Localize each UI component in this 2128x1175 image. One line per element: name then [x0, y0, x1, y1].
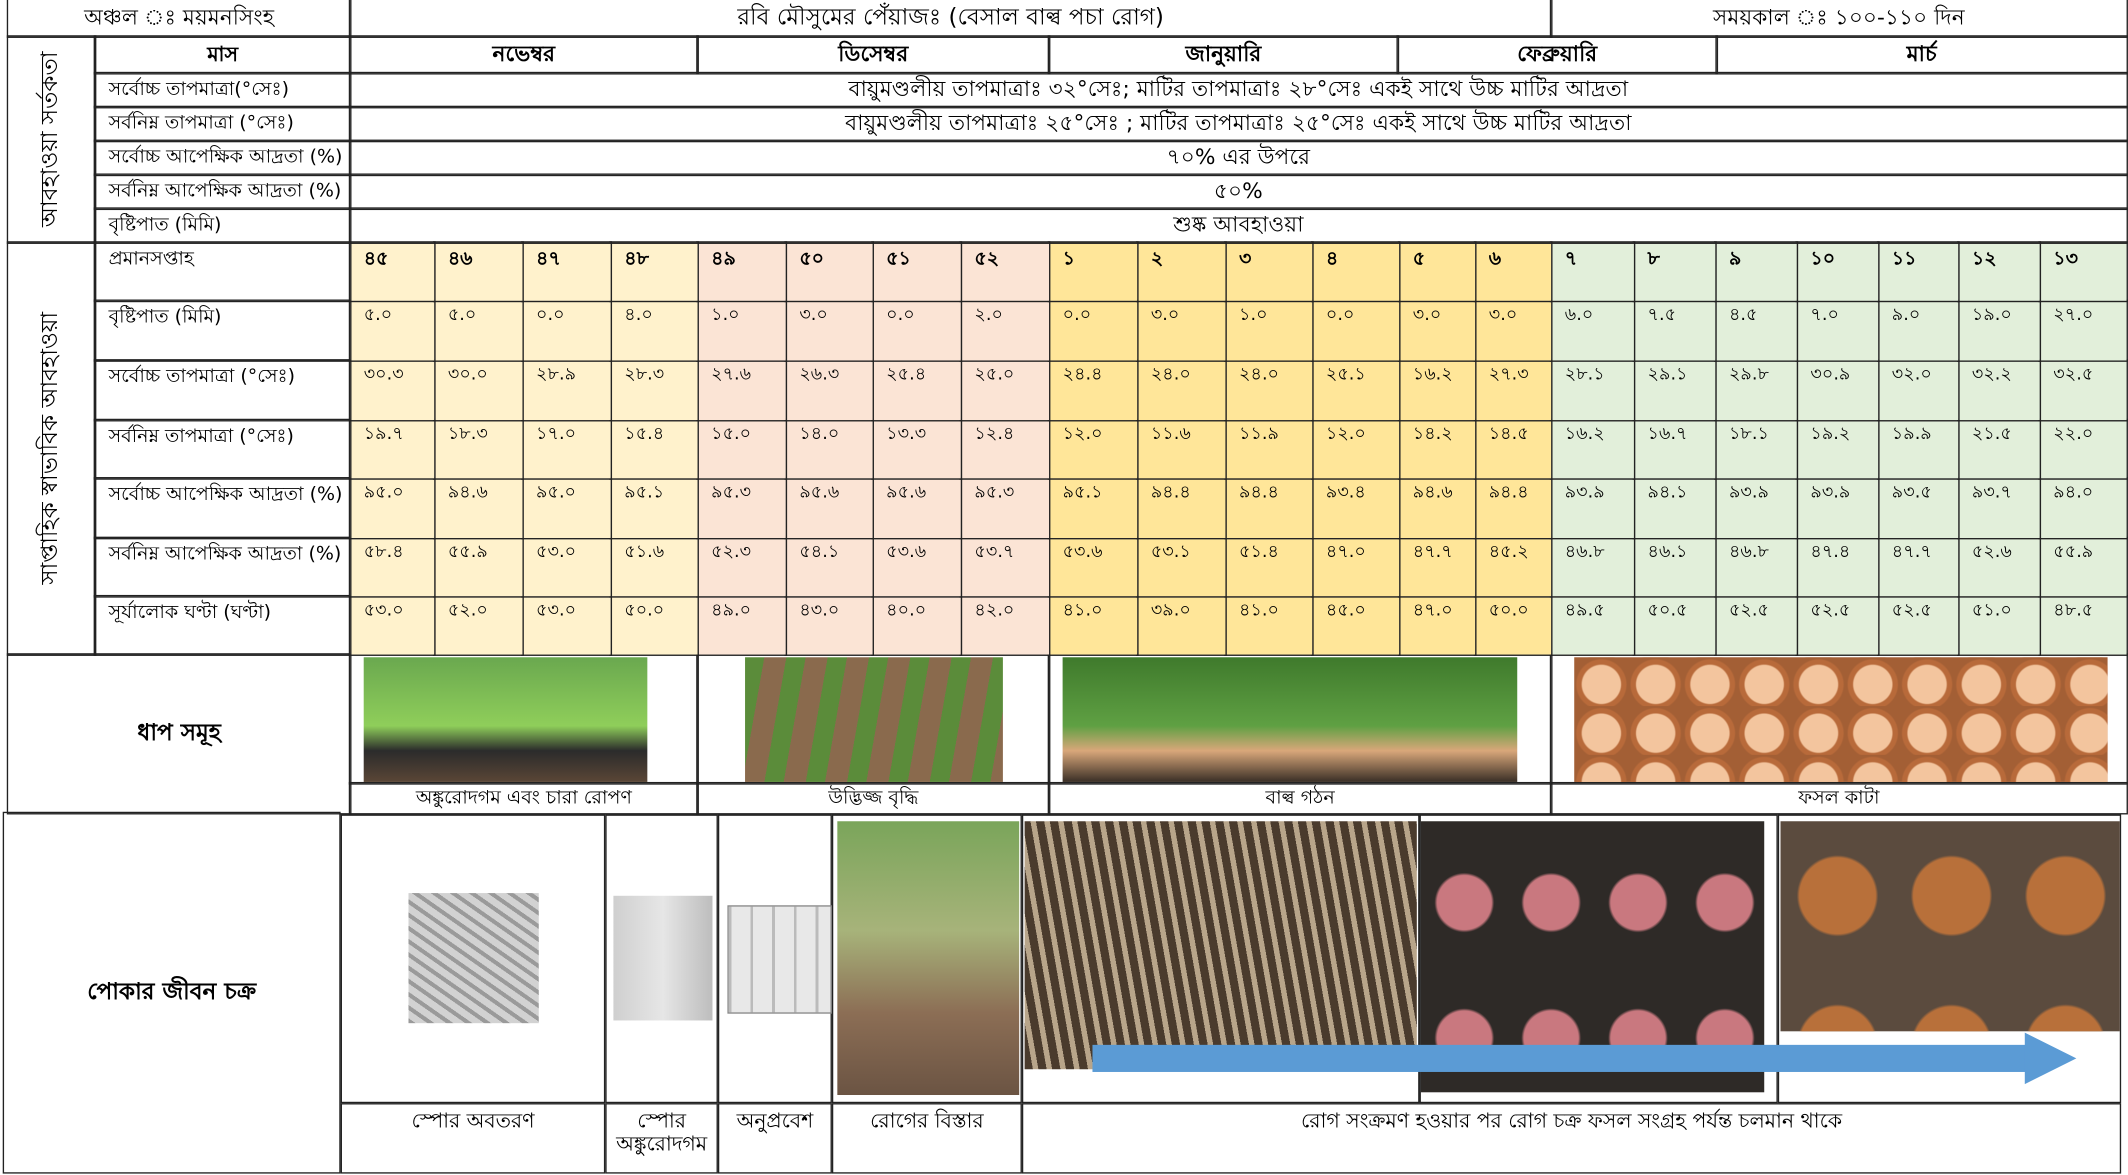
arrow-head [2025, 1033, 2077, 1084]
page: রোগ সংক্রমণ হওয়ার পর রোগ চক্র ফসল সংগ্র… [0, 0, 2128, 1175]
progress-arrow [0, 0, 2128, 1175]
arrow-shaft [1092, 1045, 2028, 1072]
